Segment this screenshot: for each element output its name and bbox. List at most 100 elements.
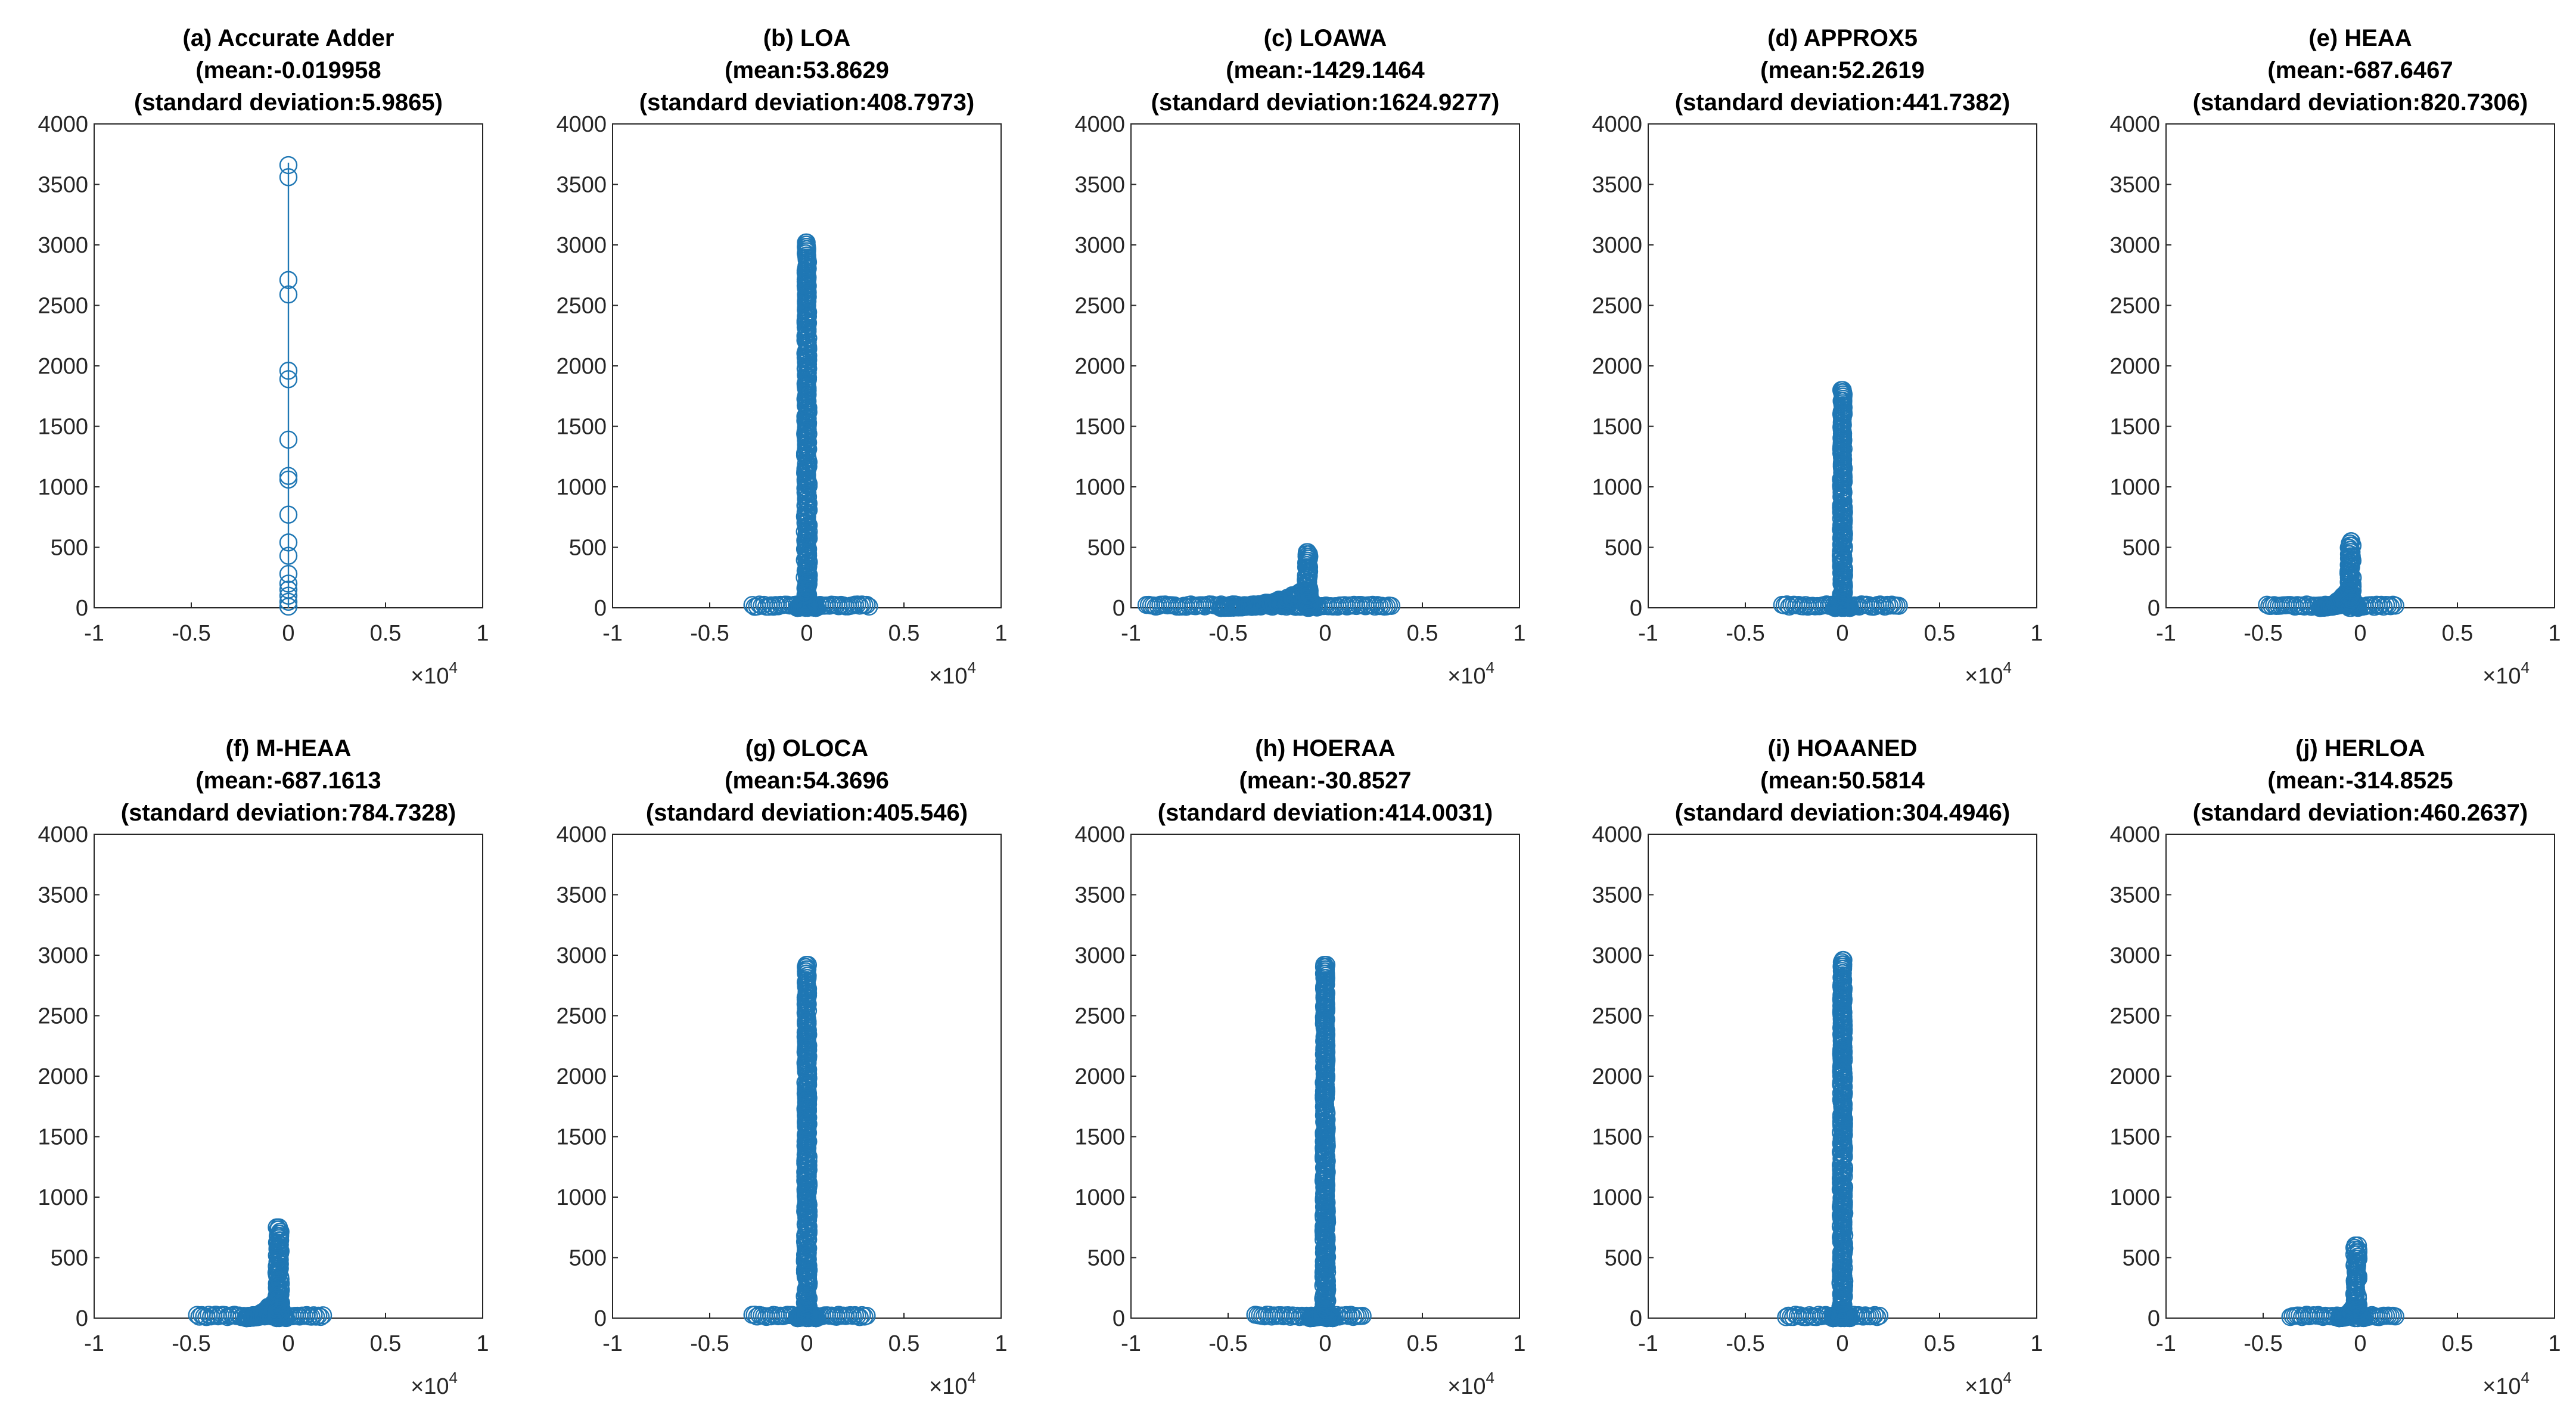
data-point [279,586,298,605]
data-point [799,1089,818,1107]
y-tick-label: 1000 [2109,475,2160,500]
y-tick-label: 0 [1113,1306,1125,1331]
x-tick-label: 1 [476,621,489,646]
y-tick-label: 2500 [38,1004,88,1029]
y-tick-label: 2500 [556,1004,607,1029]
y-tick-label: 3000 [1592,943,1642,968]
y-tick-label: 2000 [1074,1064,1125,1089]
data-point [2348,1236,2367,1255]
y-tick-label: 4000 [2109,112,2160,137]
data-point [269,1218,288,1236]
data-point [279,546,298,565]
y-tick-label: 4000 [1592,112,1642,137]
x-tick-label: -0.5 [1208,621,1247,646]
data-point [279,370,298,389]
y-tick-label: 3500 [1592,883,1642,908]
y-tick-label: 3000 [38,943,88,968]
data-point [1264,594,1284,613]
y-tick-label: 3500 [38,883,88,908]
std-label: (standard deviation:1624.9277) [1151,89,1500,116]
panel-title: (e) HEAA [2308,25,2412,51]
x-tick-label: 0.5 [370,1331,402,1356]
y-tick-label: 500 [1087,536,1125,561]
mean-label: (mean:53.8629 [725,57,889,83]
y-tick-label: 2500 [38,294,88,319]
data-point [798,446,816,465]
y-tick-label: 1500 [1592,415,1642,440]
y-tick-label: 4000 [1074,822,1125,847]
y-tick-label: 4000 [38,822,88,847]
mean-label: (mean:-687.1613 [195,768,381,794]
data-point [1315,1102,1334,1120]
std-label: (standard deviation:784.7328) [121,800,456,826]
data-point [279,533,298,552]
data-point [848,595,866,614]
y-tick-label: 1000 [1592,1185,1642,1210]
y-tick-label: 3000 [556,233,607,258]
y-tick-label: 4000 [2109,822,2160,847]
y-tick-label: 2500 [2109,1004,2160,1029]
data-points [1246,956,1372,1328]
x-exponent-label: ×104 [1447,1369,1494,1399]
x-exponent-label: ×104 [411,1369,458,1399]
mean-label: (mean:-314.8525 [2267,768,2453,794]
data-point [797,233,816,252]
y-tick-label: 1500 [2109,415,2160,440]
panel-g: (g) OLOCA (mean:54.3696 (standard deviatio… [556,735,1007,1399]
x-tick-label: 0 [282,621,294,646]
panel-title: (g) OLOCA [745,735,869,762]
data-point [279,505,298,524]
y-tick-label: 500 [1605,1246,1642,1271]
mean-label: (mean:54.3696 [725,768,889,794]
x-tick-label: 0 [1836,621,1848,646]
data-point [313,1306,333,1325]
data-points [1137,543,1401,617]
y-tick-label: 2000 [1074,354,1125,379]
y-tick-label: 0 [2148,1306,2160,1331]
data-point [1832,470,1850,489]
y-tick-label: 1000 [38,475,88,500]
y-tick-label: 1000 [1074,1185,1125,1210]
x-tick-label: 1 [995,1331,1007,1356]
panel-c: (c) LOAWA (mean:-1429.1464 (standard devia… [1074,25,1525,689]
y-tick-label: 2000 [38,354,88,379]
y-tick-label: 4000 [1074,112,1125,137]
data-point [796,1241,815,1260]
y-tick-label: 4000 [556,822,607,847]
data-point [279,592,298,611]
data-point [1834,950,1852,970]
y-tick-label: 3000 [1074,943,1125,968]
mean-label: (mean:-687.6467 [2267,57,2453,83]
x-tick-label: -1 [1121,1331,1141,1356]
y-tick-label: 1000 [1074,475,1125,500]
x-tick-label: 0 [800,621,813,646]
y-tick-label: 500 [2123,1246,2160,1271]
y-tick-label: 500 [569,536,607,561]
axes-box [2165,123,2555,608]
x-tick-label: -1 [1638,621,1658,646]
y-tick-label: 0 [1113,596,1125,621]
panel-a: (a) Accurate Adder (mean:-0.019958 (standa… [38,25,489,689]
y-tick-label: 2000 [556,354,607,379]
x-tick-label: -0.5 [1208,1331,1247,1356]
x-tick-label: -0.5 [2243,621,2282,646]
x-tick-label: -1 [1638,1331,1658,1356]
panel-title: (c) LOAWA [1264,25,1387,51]
x-tick-label: 0.5 [888,621,920,646]
x-tick-label: -0.5 [690,1331,729,1356]
y-tick-label: 500 [51,1246,88,1271]
x-tick-label: 0.5 [370,621,402,646]
x-tick-label: -1 [84,621,104,646]
x-tick-label: 1 [2030,1331,2043,1356]
y-tick-label: 0 [1630,1306,1642,1331]
x-tick-label: 0 [1319,1331,1331,1356]
x-tick-label: -1 [84,1331,104,1356]
y-tick-label: 3500 [1592,173,1642,198]
data-points [188,1218,333,1328]
data-points [2258,532,2404,617]
data-points [743,956,876,1328]
data-point [268,1246,286,1265]
data-point [279,470,298,489]
y-tick-label: 1500 [2109,1125,2160,1150]
std-label: (standard deviation:820.7306) [2193,89,2528,116]
